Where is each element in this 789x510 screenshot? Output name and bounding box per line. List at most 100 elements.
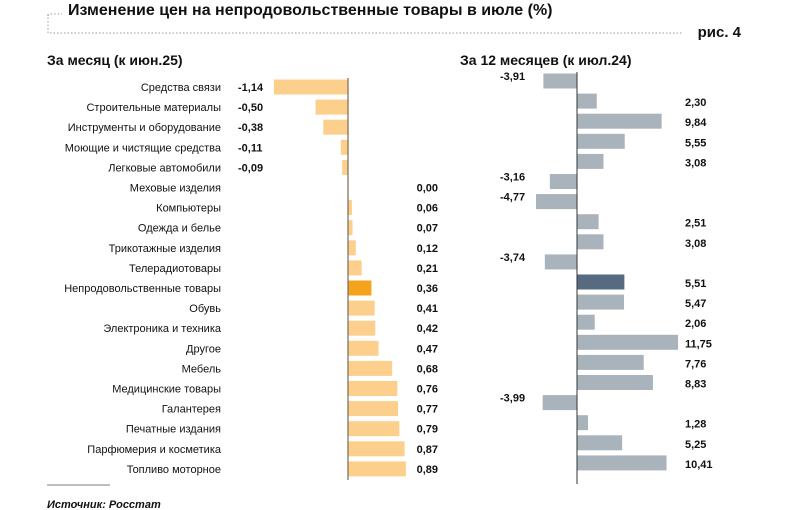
month-bar [348, 220, 353, 236]
category-label: Другое [186, 343, 221, 355]
category-label: Электроника и техника [103, 323, 221, 335]
month-bar [340, 139, 348, 155]
category-label: Обувь [189, 303, 221, 315]
month-value-label: 0,06 [417, 203, 438, 215]
month-bar [273, 79, 348, 95]
month-bar [342, 159, 348, 175]
category-label: Трикотажные изделия [109, 243, 221, 255]
year-bar [577, 153, 604, 169]
month-value-label: 0,79 [417, 424, 438, 436]
year-bar [577, 435, 623, 451]
month-value-label: 0,87 [417, 444, 438, 456]
title-frame-top [47, 13, 62, 17]
month-value-label: 0,12 [417, 243, 438, 255]
category-label: Компьютеры [156, 203, 221, 215]
year-value-label: 1,28 [685, 419, 706, 431]
month-value-label: -0,11 [238, 142, 262, 154]
month-bar [348, 340, 379, 356]
year-bar [577, 294, 625, 310]
category-label: Меховые изделия [130, 183, 221, 195]
year-value-label: -3,91 [500, 71, 525, 83]
month-value-label: 0,00 [417, 183, 438, 195]
month-value-label: 0,07 [417, 223, 438, 235]
year-value-label: 11,75 [685, 338, 712, 350]
year-bar [577, 133, 625, 149]
category-label: Парфюмерия и косметика [87, 444, 222, 456]
month-value-label: 0,21 [417, 263, 438, 275]
year-value-label: 5,55 [685, 137, 706, 149]
month-bar [348, 441, 405, 457]
year-bar [549, 174, 577, 189]
month-bar [315, 99, 348, 115]
month-bar [348, 461, 406, 477]
month-bar [348, 421, 400, 437]
month-value-label: 0,36 [417, 283, 438, 295]
year-bar [577, 314, 595, 330]
month-bar [348, 360, 393, 376]
month-value-label: 0,76 [417, 384, 438, 396]
year-bar [577, 375, 653, 390]
category-label: Моющие и чистящие средства [65, 142, 222, 154]
year-value-label: -3,16 [500, 172, 525, 184]
year-value-label: 10,41 [685, 459, 713, 471]
year-value-label: 9,84 [685, 117, 707, 129]
year-value-label: 5,25 [685, 439, 706, 451]
category-label: Строительные материалы [86, 102, 221, 114]
category-label: Мебель [182, 363, 222, 375]
year-value-label: 2,06 [685, 318, 706, 330]
month-value-label: -0,09 [238, 162, 263, 174]
year-bar [577, 274, 625, 290]
year-bar [577, 234, 604, 250]
year-bar [577, 455, 667, 471]
month-bar [348, 260, 362, 276]
month-bar [348, 381, 398, 396]
year-bar [535, 194, 577, 210]
month-bar [348, 240, 356, 256]
year-value-label: -3,99 [500, 393, 525, 405]
month-bar [323, 119, 348, 135]
month-bar [348, 320, 376, 336]
month-value-label: -1,14 [238, 82, 264, 94]
month-value-label: -0,38 [238, 122, 263, 134]
year-value-label: 2,51 [685, 218, 706, 230]
month-value-label: 0,47 [417, 343, 438, 355]
month-panel-title: За месяц (к июн.25) [47, 52, 183, 68]
month-value-label: 0,77 [417, 404, 438, 416]
year-value-label: 3,08 [685, 238, 706, 250]
year-bar [577, 93, 597, 109]
year-bar [577, 214, 599, 230]
month-bar [348, 280, 372, 296]
year-bar [544, 254, 577, 270]
year-value-label: 8,83 [685, 379, 706, 391]
month-value-label: -0,50 [238, 102, 263, 114]
source-note: Источник: Росстат [47, 499, 161, 510]
year-panel-title: За 12 месяцев (к июл.24) [460, 52, 632, 68]
month-value-label: 0,41 [417, 303, 438, 315]
year-value-label: 5,51 [685, 278, 706, 290]
year-value-label: -4,77 [500, 192, 525, 204]
title-frame [47, 14, 683, 34]
category-label: Непродовольственные товары [64, 283, 221, 295]
year-value-label: 5,47 [685, 298, 706, 310]
category-label: Топливо моторное [127, 464, 221, 476]
year-value-label: 2,30 [685, 97, 706, 109]
year-value-label: -3,74 [500, 252, 526, 264]
month-bar [348, 300, 375, 316]
chart-title: Изменение цен на непродовольственные тов… [68, 2, 553, 19]
month-value-label: 0,89 [417, 464, 438, 476]
category-label: Легковые автомобили [108, 162, 221, 174]
year-bar [577, 354, 644, 370]
category-label: Средства связи [141, 82, 221, 94]
figure-label: рис. 4 [698, 24, 742, 41]
category-label: Телерадиотовары [129, 263, 221, 275]
category-label: Галантерея [162, 404, 221, 416]
month-bar [348, 200, 352, 216]
month-value-label: 0,68 [417, 363, 438, 375]
year-value-label: 3,08 [685, 157, 706, 169]
year-bar [577, 415, 589, 431]
year-value-label: 7,76 [685, 358, 706, 370]
category-label: Медицинские товары [112, 384, 221, 396]
month-bar [348, 401, 399, 417]
